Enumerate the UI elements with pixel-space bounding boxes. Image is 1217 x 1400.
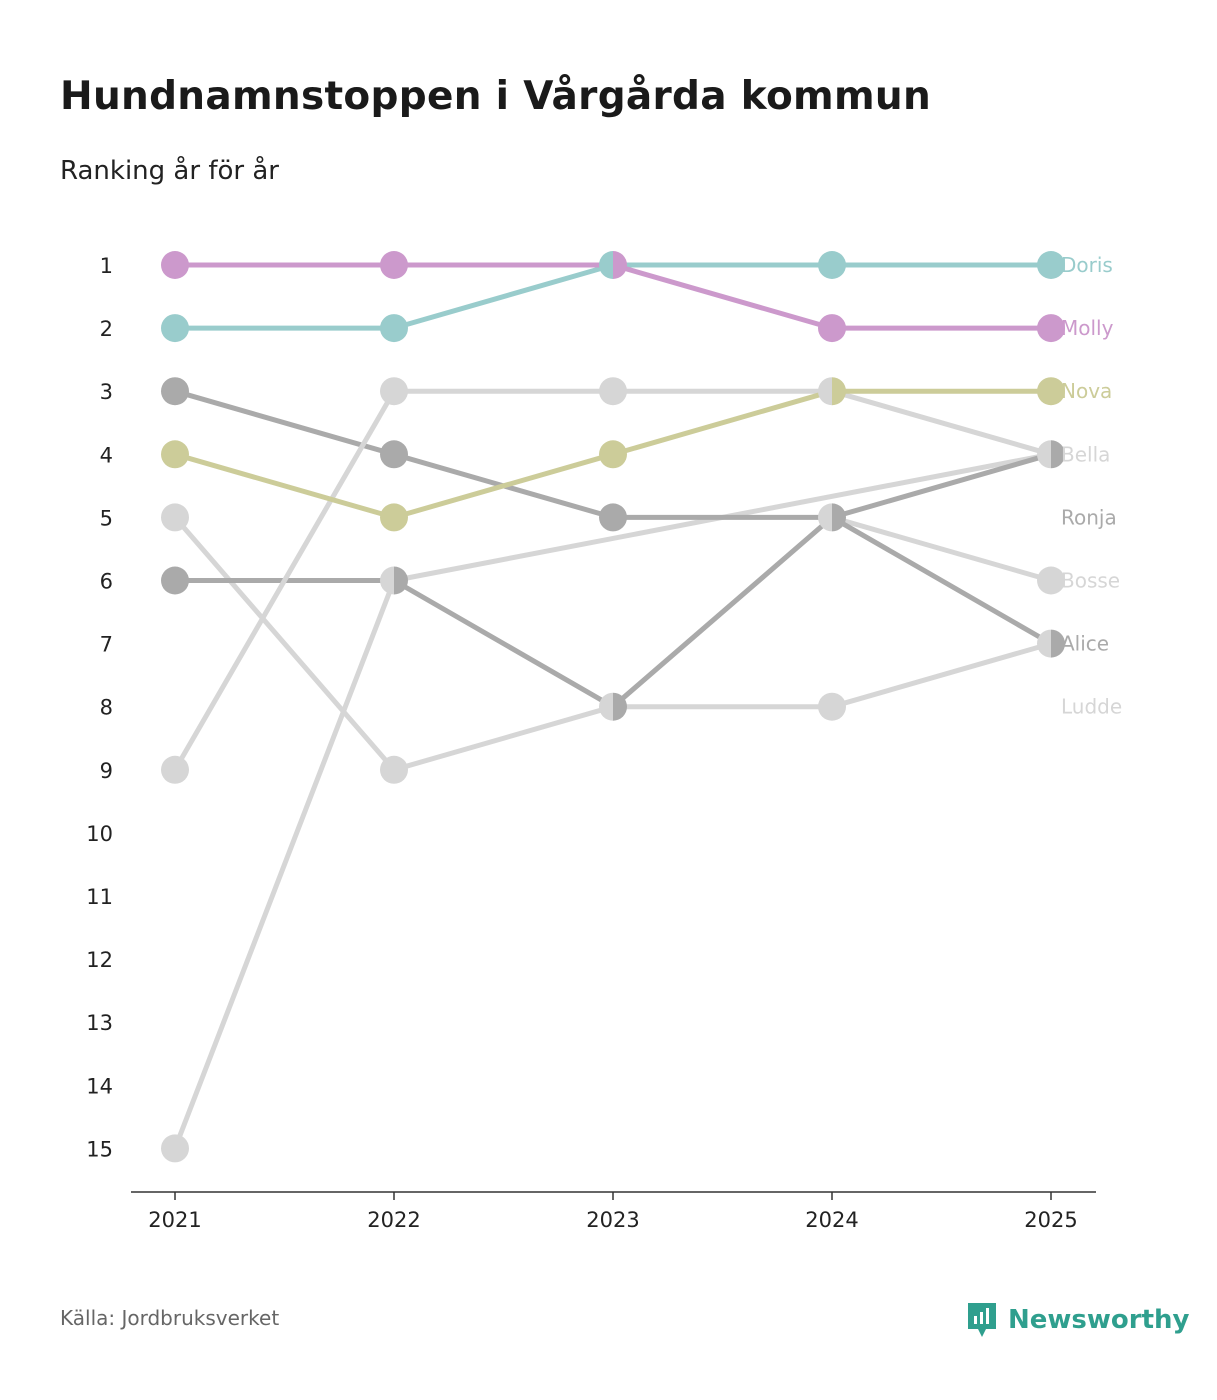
y-tick-label: 1: [100, 254, 113, 278]
end-label-doris: Doris: [1061, 253, 1113, 277]
point-split-left: [599, 692, 613, 721]
chart-subtitle: Ranking år för år: [60, 156, 279, 186]
point-nova: [599, 440, 627, 469]
y-tick-label: 9: [100, 759, 113, 783]
series-points: [161, 251, 1066, 1163]
point-alice: [161, 566, 189, 595]
end-label-molly: Molly: [1061, 316, 1114, 340]
point-bella: [161, 1134, 189, 1163]
x-tick-label: 2022: [367, 1208, 420, 1232]
newsworthy-logo-icon: [968, 1303, 996, 1337]
point-doris: [161, 314, 189, 343]
point-molly: [818, 314, 846, 343]
source-note: Källa: Jordbruksverket: [60, 1306, 280, 1330]
y-tick-label: 6: [100, 570, 113, 594]
brand[interactable]: Newsworthy: [966, 1301, 1189, 1339]
series-line-bella: [172, 451, 1052, 1150]
point-split-left: [1037, 440, 1051, 469]
x-tick-label: 2021: [148, 1208, 201, 1232]
y-tick-label: 14: [86, 1074, 113, 1098]
point-split-right: [832, 503, 846, 532]
point-split-left: [1037, 629, 1051, 658]
end-label-nova: Nova: [1061, 379, 1112, 403]
point-bella: [380, 377, 408, 406]
point-molly: [1037, 314, 1065, 343]
point-split-right: [613, 251, 627, 279]
y-tick-label: 3: [100, 380, 113, 404]
y-tick-label: 12: [86, 948, 113, 972]
end-label-ronja: Ronja: [1061, 505, 1117, 529]
point-bella: [161, 755, 189, 784]
y-tick-label: 11: [86, 885, 113, 909]
y-tick-label: 4: [100, 443, 113, 467]
point-nova: [161, 440, 189, 469]
point-bosse: [1037, 566, 1065, 595]
point-doris: [818, 251, 846, 279]
point-split-left: [818, 377, 832, 406]
y-tick-label: 2: [100, 317, 113, 341]
point-split-right: [1051, 440, 1066, 469]
point-molly: [161, 251, 189, 279]
point-split-right: [613, 692, 628, 721]
x-tick-label: 2025: [1024, 1208, 1077, 1232]
point-doris: [1037, 251, 1065, 279]
end-label-bella: Bella: [1061, 442, 1110, 466]
series-line-bosse: [173, 514, 1052, 773]
end-label-ludde: Ludde: [1061, 695, 1122, 719]
point-split-left: [817, 503, 832, 532]
point-ronja: [599, 503, 627, 532]
point-bella: [599, 377, 627, 406]
y-tick-label: 10: [86, 822, 113, 846]
point-nova: [1037, 377, 1065, 406]
x-tick-label: 2024: [805, 1208, 858, 1232]
y-tick-label: 13: [86, 1011, 113, 1035]
point-split-right: [832, 377, 846, 406]
y-tick-label: 5: [100, 506, 113, 530]
end-label-bosse: Bosse: [1061, 569, 1120, 593]
chart-title: Hundnamnstoppen i Vårgårda kommun: [60, 74, 932, 119]
point-split-right: [1051, 629, 1066, 658]
x-tick-label: 2023: [586, 1208, 639, 1232]
end-label-alice: Alice: [1061, 632, 1109, 656]
x-axis: 2021 2022 2023 2024 2025: [131, 1191, 1096, 1232]
y-tick-label: 7: [100, 633, 113, 657]
y-tick-label: 15: [86, 1137, 113, 1161]
point-split-left: [599, 251, 613, 279]
point-split-right: [394, 566, 409, 595]
point-bosse: [380, 755, 408, 784]
brand-name: Newsworthy: [1008, 1305, 1190, 1335]
end-labels: Doris Molly Nova Bella Ronja Bosse Alice Ludde: [1061, 253, 1122, 719]
point-ludde: [818, 692, 846, 721]
point-ronja: [161, 377, 189, 406]
point-molly: [380, 251, 408, 279]
point-bosse: [161, 503, 189, 532]
y-tick-label: 8: [100, 696, 113, 720]
point-nova: [380, 503, 408, 532]
point-split-left: [380, 566, 394, 595]
point-ronja: [380, 440, 408, 469]
point-doris: [380, 314, 408, 343]
